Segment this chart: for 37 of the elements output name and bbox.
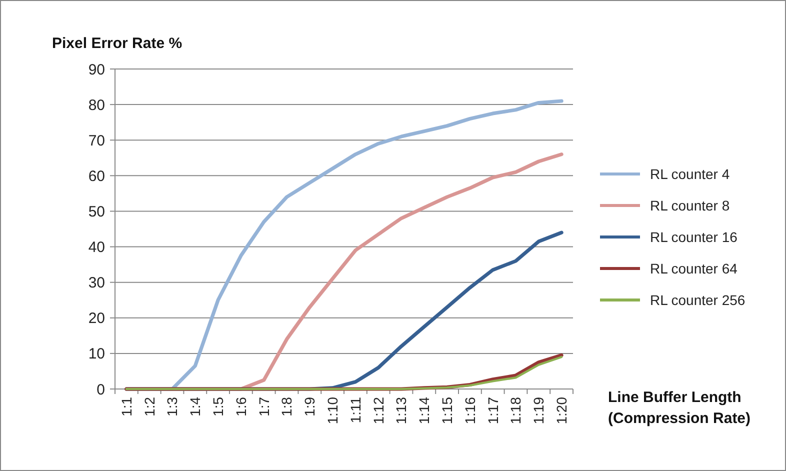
x-axis-title: Line Buffer Length (Compression Rate) bbox=[608, 389, 751, 427]
legend-label: RL counter 64 bbox=[650, 260, 738, 276]
x-tick-label: 1:8 bbox=[278, 396, 295, 416]
legend-label: RL counter 256 bbox=[650, 292, 746, 308]
y-tick-label: 40 bbox=[88, 239, 105, 256]
y-tick-label: 50 bbox=[88, 203, 105, 220]
x-tick-label: 1:2 bbox=[141, 396, 158, 416]
x-tick-label: 1:1 bbox=[118, 396, 134, 416]
y-tick-label: 60 bbox=[88, 168, 105, 185]
x-tick-label: 1:17 bbox=[484, 396, 501, 424]
y-tick-label: 10 bbox=[88, 346, 105, 363]
legend-label: RL counter 16 bbox=[650, 228, 738, 245]
x-tick-label: 1:15 bbox=[438, 396, 455, 424]
y-tick-label: 80 bbox=[88, 96, 105, 114]
y-tick-label: 20 bbox=[88, 310, 105, 328]
x-tick-label: 1:10 bbox=[324, 396, 340, 424]
y-axis-title: Pixel Error Rate % bbox=[52, 35, 182, 52]
y-tick-label: 30 bbox=[88, 274, 105, 292]
legend-label: RL counter 4 bbox=[650, 166, 730, 182]
x-tick-label: 1:4 bbox=[187, 396, 204, 416]
x-tick-label: 1:16 bbox=[462, 396, 478, 424]
x-tick-label: 1:20 bbox=[553, 396, 570, 424]
y-tick-label: 70 bbox=[88, 132, 105, 150]
y-tick-label: 90 bbox=[88, 61, 105, 78]
x-tick-label: 1:19 bbox=[530, 396, 547, 424]
x-tick-label: 1:7 bbox=[256, 396, 272, 416]
x-tick-label: 1:9 bbox=[302, 396, 318, 416]
x-tick-label: 1:12 bbox=[370, 396, 386, 424]
x-tick-label: 1:3 bbox=[164, 396, 180, 416]
x-tick-label: 1:11 bbox=[347, 396, 364, 424]
x-tick-label: 1:6 bbox=[232, 396, 249, 416]
x-tick-label: 1:13 bbox=[393, 396, 410, 424]
y-tick-label: 0 bbox=[96, 381, 105, 398]
legend-label: RL counter 8 bbox=[650, 197, 730, 214]
x-tick-label: 1:18 bbox=[508, 396, 524, 424]
x-tick-label: 1:14 bbox=[416, 396, 432, 424]
x-tick-label: 1:5 bbox=[210, 396, 226, 416]
